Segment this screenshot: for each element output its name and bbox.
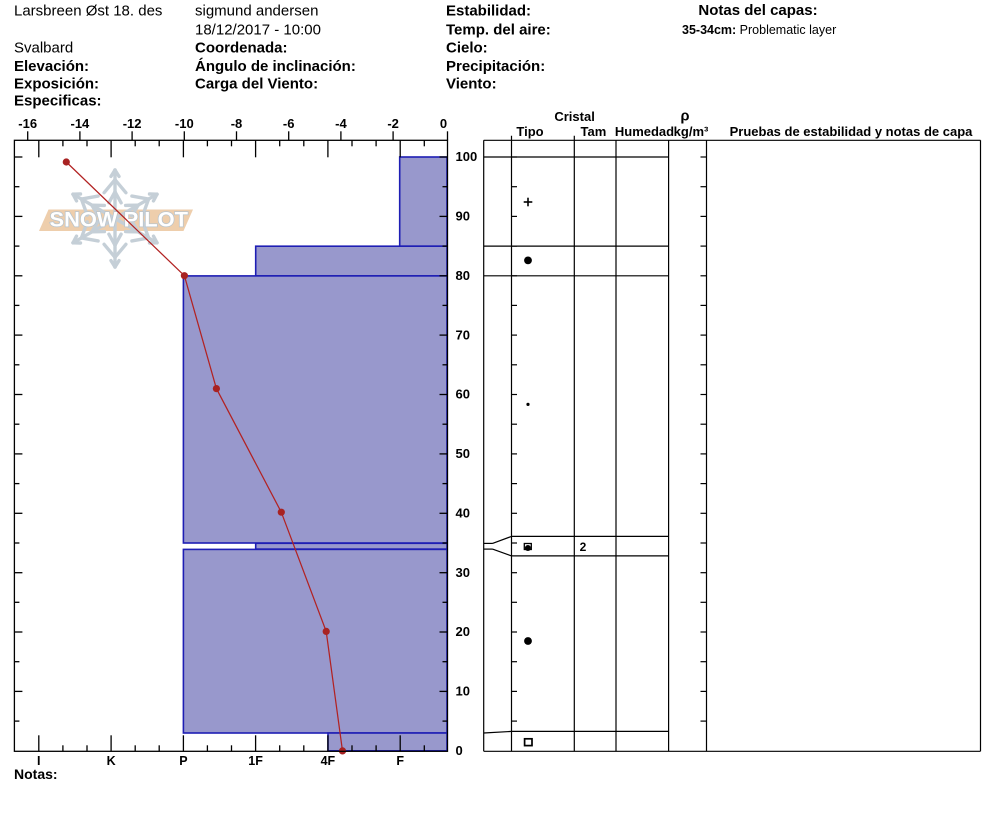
svg-text:sigmund andersen: sigmund andersen: [195, 3, 318, 20]
svg-text:-8: -8: [231, 116, 243, 131]
svg-text:Viento:: Viento:: [446, 75, 497, 92]
svg-text:SNOW PILOT: SNOW PILOT: [50, 209, 189, 232]
svg-text:Larsbreen Øst 18. des: Larsbreen Øst 18. des: [14, 3, 162, 20]
svg-text:Humedad: Humedad: [615, 124, 674, 139]
svg-text:35-34cm: Problematic layer: 35-34cm: Problematic layer: [682, 23, 836, 37]
svg-text:1F: 1F: [248, 754, 263, 768]
svg-text:-10: -10: [175, 116, 194, 131]
svg-text:2: 2: [580, 540, 587, 554]
svg-text:P: P: [179, 754, 187, 768]
svg-text:90: 90: [456, 209, 470, 224]
svg-text:Pruebas de estabilidad y notas: Pruebas de estabilidad y notas de capa: [730, 124, 974, 139]
svg-text:-4: -4: [335, 116, 347, 131]
svg-text:Exposición:: Exposición:: [14, 75, 99, 92]
svg-text:50: 50: [456, 446, 470, 461]
svg-text:30: 30: [456, 565, 470, 580]
svg-text:18/12/2017 - 10:00: 18/12/2017 - 10:00: [195, 21, 321, 38]
svg-text:F: F: [396, 754, 404, 768]
svg-text:20: 20: [456, 624, 470, 639]
svg-text:Tipo: Tipo: [516, 124, 543, 139]
svg-text:4F: 4F: [321, 754, 336, 768]
svg-text:ρ: ρ: [681, 109, 690, 125]
svg-text:10: 10: [456, 684, 470, 699]
svg-text:Especificas:: Especificas:: [14, 93, 102, 110]
svg-text:Notas:: Notas:: [14, 766, 58, 782]
svg-text:-12: -12: [123, 116, 142, 131]
svg-text:K: K: [107, 754, 116, 768]
svg-text:-16: -16: [18, 116, 37, 131]
svg-text:Estabilidad:: Estabilidad:: [446, 3, 531, 20]
svg-text:Carga del Viento:: Carga del Viento:: [195, 75, 318, 92]
svg-text:kg/m³: kg/m³: [674, 124, 709, 139]
svg-text:Temp. del aire:: Temp. del aire:: [446, 21, 551, 38]
svg-text:Notas del capas:: Notas del capas:: [698, 2, 817, 19]
svg-text:Cielo:: Cielo:: [446, 39, 488, 56]
svg-text:40: 40: [456, 506, 470, 521]
svg-text:Precipitación:: Precipitación:: [446, 58, 545, 75]
svg-text:70: 70: [456, 327, 470, 342]
svg-text:60: 60: [456, 387, 470, 402]
svg-text:100: 100: [456, 149, 478, 164]
svg-text:Svalbard: Svalbard: [14, 39, 73, 56]
svg-text:Tam: Tam: [581, 124, 607, 139]
svg-text:Ángulo de inclinación:: Ángulo de inclinación:: [195, 58, 356, 75]
svg-text:Coordenada:: Coordenada:: [195, 39, 288, 56]
svg-text:I: I: [37, 754, 40, 768]
svg-text:80: 80: [456, 268, 470, 283]
svg-text:-14: -14: [71, 116, 91, 131]
svg-text:-6: -6: [283, 116, 295, 131]
svg-text:Cristal: Cristal: [554, 109, 594, 124]
svg-text:0: 0: [456, 743, 463, 758]
svg-text:Elevación:: Elevación:: [14, 58, 89, 75]
svg-text:0: 0: [440, 116, 447, 131]
svg-text:-2: -2: [387, 116, 399, 131]
